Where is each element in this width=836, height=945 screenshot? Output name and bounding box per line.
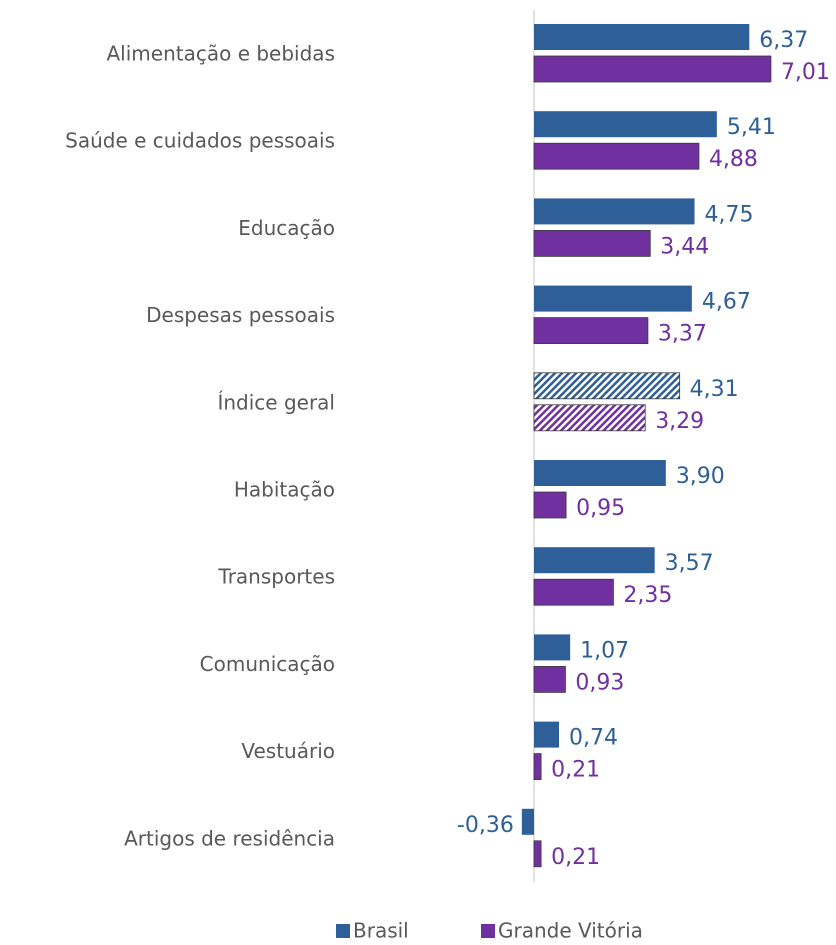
legend-label: Grande Vitória [498, 919, 643, 943]
bar [521, 808, 534, 835]
bar [534, 634, 571, 661]
legend-swatch [481, 924, 495, 938]
bar [534, 24, 750, 50]
value-label: 0,95 [576, 496, 625, 521]
bar [533, 666, 566, 693]
value-label: 4,88 [709, 147, 758, 172]
category-label: Alimentação e bebidas [107, 42, 336, 66]
bar [533, 372, 681, 400]
category-label: Comunicação [200, 652, 335, 676]
value-label: 0,21 [551, 758, 600, 783]
bar [533, 55, 772, 83]
category-label: Habitação [234, 478, 335, 502]
bar [533, 840, 542, 868]
value-label: -0,36 [457, 813, 514, 838]
value-label: 0,21 [551, 845, 600, 870]
value-label: 5,41 [727, 115, 776, 140]
bar [533, 317, 649, 345]
value-label: 3,29 [655, 409, 704, 434]
bar [534, 285, 692, 312]
bar [533, 142, 700, 170]
bar [534, 460, 666, 486]
value-label: 2,35 [623, 583, 672, 608]
value-label: 6,37 [759, 28, 808, 53]
value-label: 4,67 [702, 290, 751, 315]
value-label: 3,57 [665, 551, 714, 576]
value-label: 7,01 [781, 60, 830, 85]
value-label: 3,37 [658, 322, 707, 347]
category-label: Índice geral [217, 390, 335, 414]
category-label: Despesas pessoais [146, 303, 335, 327]
bar [533, 229, 651, 257]
bar [534, 547, 655, 574]
bar [534, 721, 560, 748]
legend-swatch [336, 924, 350, 938]
bar [534, 111, 717, 138]
value-label: 0,93 [575, 670, 624, 695]
legend-label: Brasil [353, 919, 409, 943]
category-label: Saúde e cuidados pessoais [65, 129, 335, 153]
value-label: 4,31 [690, 377, 739, 402]
value-label: 3,44 [660, 234, 709, 259]
bar [533, 404, 646, 432]
value-label: 4,75 [705, 202, 754, 227]
category-label: Transportes [217, 565, 335, 589]
category-label: Vestuário [241, 739, 335, 763]
value-label: 1,07 [580, 638, 629, 663]
category-label: Educação [238, 216, 335, 240]
value-label: 3,90 [676, 464, 725, 489]
bar [533, 491, 567, 519]
bar [533, 753, 542, 780]
value-label: 0,74 [569, 726, 618, 751]
bar [534, 198, 695, 225]
bar [533, 578, 614, 606]
category-label: Artigos de residência [124, 826, 335, 850]
